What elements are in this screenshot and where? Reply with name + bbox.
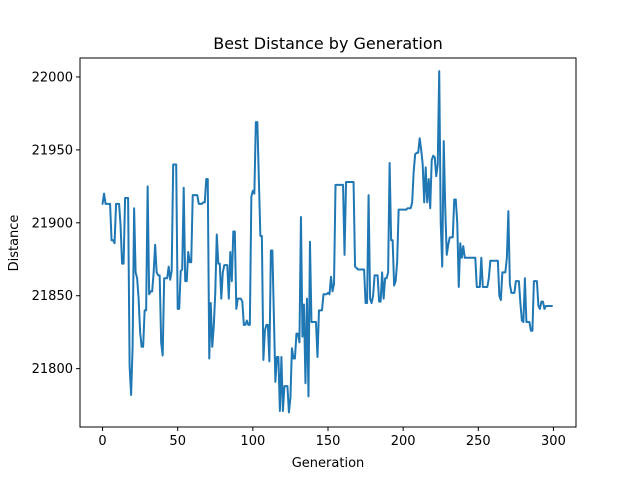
y-tick-label: 21800 [32,362,73,377]
y-axis: 21800 21850 21900 21950 22000 [32,70,80,377]
y-tick-label: 21950 [32,143,73,158]
x-tick-label: 50 [169,434,186,449]
series-line [101,70,553,414]
x-axis: 0 50 100 150 200 250 300 [98,427,566,449]
chart-title: Best Distance by Generation [213,34,443,53]
y-axis-label: Distance [7,215,22,272]
x-tick-label: 300 [541,434,566,449]
x-tick-label: 200 [391,434,416,449]
y-tick-label: 21900 [32,216,73,231]
x-axis-label: Generation [292,456,365,471]
x-tick-label: 100 [240,434,265,449]
x-tick-label: 250 [466,434,491,449]
x-tick-label: 150 [316,434,341,449]
y-tick-label: 21850 [32,289,73,304]
y-tick-label: 22000 [32,70,73,85]
x-tick-label: 0 [98,434,106,449]
